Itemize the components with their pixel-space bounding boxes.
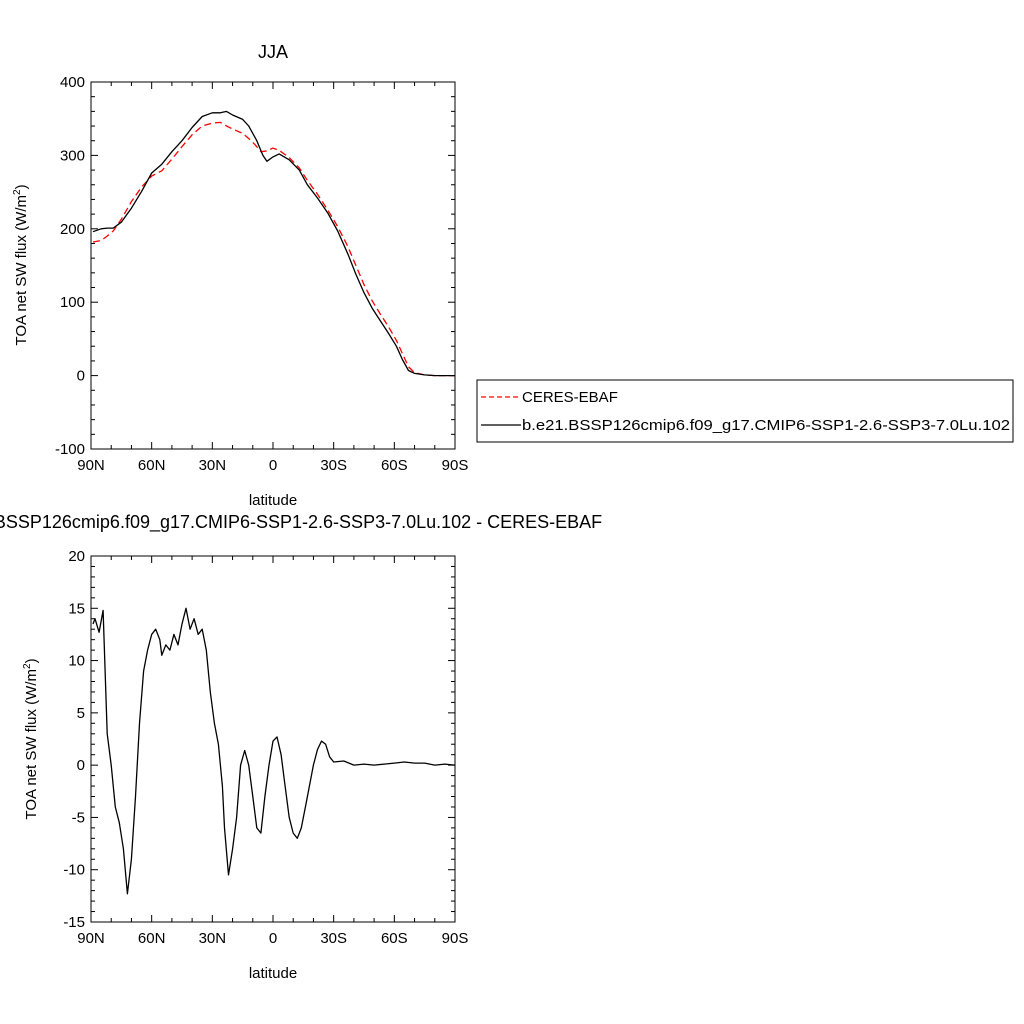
top-x-tick-label: 60N: [138, 457, 166, 474]
legend-label-ceres: CERES-EBAF: [522, 389, 618, 406]
bottom-y-tick-label: 10: [68, 653, 85, 670]
bottom-x-tick-label: 90S: [442, 930, 469, 947]
bottom-x-tick-label: 60N: [138, 930, 166, 947]
bottom-y-tick-label: 15: [68, 600, 85, 617]
top-panel: JJA -100 0 100 200 300 400 90N 60N 30N 0 30S 60S 90S…: [12, 42, 1014, 509]
bottom-axis-ticks: -15 -10 -5 0 5 10 15 20 90N 60N 30N 0 30S 60S 90S: [63, 548, 468, 947]
top-y-tick-label: 300: [60, 147, 85, 164]
top-y-axis-label-end: ): [13, 184, 30, 189]
top-plot-frame: [90, 81, 456, 450]
bottom-x-axis-label: latitude: [249, 965, 297, 982]
bottom-series: [92, 607, 456, 895]
top-y-axis-label-main: TOA net SW flux (W/m: [13, 195, 30, 346]
bottom-y-axis-label-sup: 2: [22, 663, 33, 669]
top-y-axis-label: TOA net SW flux (W/m2): [12, 184, 30, 345]
bottom-panel: b.e21.BSSP126cmip6.f09_g17.CMIP6-SSP1-2.…: [0, 512, 602, 982]
bottom-y-tick-label: 5: [77, 705, 85, 722]
bottom-x-tick-label: 90N: [77, 930, 105, 947]
top-y-tick-label: 400: [60, 74, 85, 91]
top-y-tick-label: 200: [60, 221, 85, 238]
bottom-x-tick-label: 0: [269, 930, 277, 947]
bottom-x-tick-label: 30N: [199, 930, 227, 947]
top-y-axis-label-sup: 2: [12, 189, 23, 195]
top-x-tick-label: 90N: [77, 457, 105, 474]
legend: CERES-EBAF b.e21.BSSP126cmip6.f09_g17.CM…: [476, 379, 1014, 443]
bottom-y-axis-label: TOA net SW flux (W/m2): [22, 658, 40, 819]
bottom-x-tick-label: 60S: [381, 930, 408, 947]
top-y-tick-label: 0: [77, 368, 85, 385]
legend-label-model: b.e21.BSSP126cmip6.f09_g17.CMIP6-SSP1-2.…: [522, 417, 1010, 434]
bottom-y-tick-label: 20: [68, 548, 85, 565]
bottom-y-tick-label: -15: [63, 914, 85, 931]
top-x-tick-label: 0: [269, 457, 277, 474]
top-series: [92, 110, 455, 377]
top-chart-title: JJA: [258, 42, 288, 62]
top-axis-ticks: -100 0 100 200 300 400 90N 60N 30N 0 30S 60S 90S: [55, 74, 468, 474]
bottom-chart-title: b.e21.BSSP126cmip6.f09_g17.CMIP6-SSP1-2.…: [0, 512, 602, 533]
top-x-tick-label: 60S: [381, 457, 408, 474]
top-x-tick-label: 30N: [199, 457, 227, 474]
top-x-axis-label: latitude: [249, 492, 297, 509]
bottom-series-line-0: [92, 607, 456, 895]
bottom-y-tick-label: -5: [72, 809, 85, 826]
top-x-tick-label: 90S: [442, 457, 469, 474]
top-x-tick-label: 30S: [320, 457, 347, 474]
bottom-x-tick-label: 30S: [320, 930, 347, 947]
top-y-tick-label: -100: [55, 441, 85, 458]
bottom-y-axis-label-end: ): [23, 658, 40, 663]
bottom-y-tick-label: -10: [63, 862, 85, 879]
bottom-plot-frame: [90, 555, 456, 923]
bottom-y-axis-label-main: TOA net SW flux (W/m: [23, 669, 40, 820]
bottom-y-tick-label: 0: [77, 757, 85, 774]
top-series-line-1: [92, 110, 455, 377]
top-y-tick-label: 100: [60, 294, 85, 311]
legend-box: [476, 379, 1014, 443]
top-series-line-0: [92, 121, 455, 377]
